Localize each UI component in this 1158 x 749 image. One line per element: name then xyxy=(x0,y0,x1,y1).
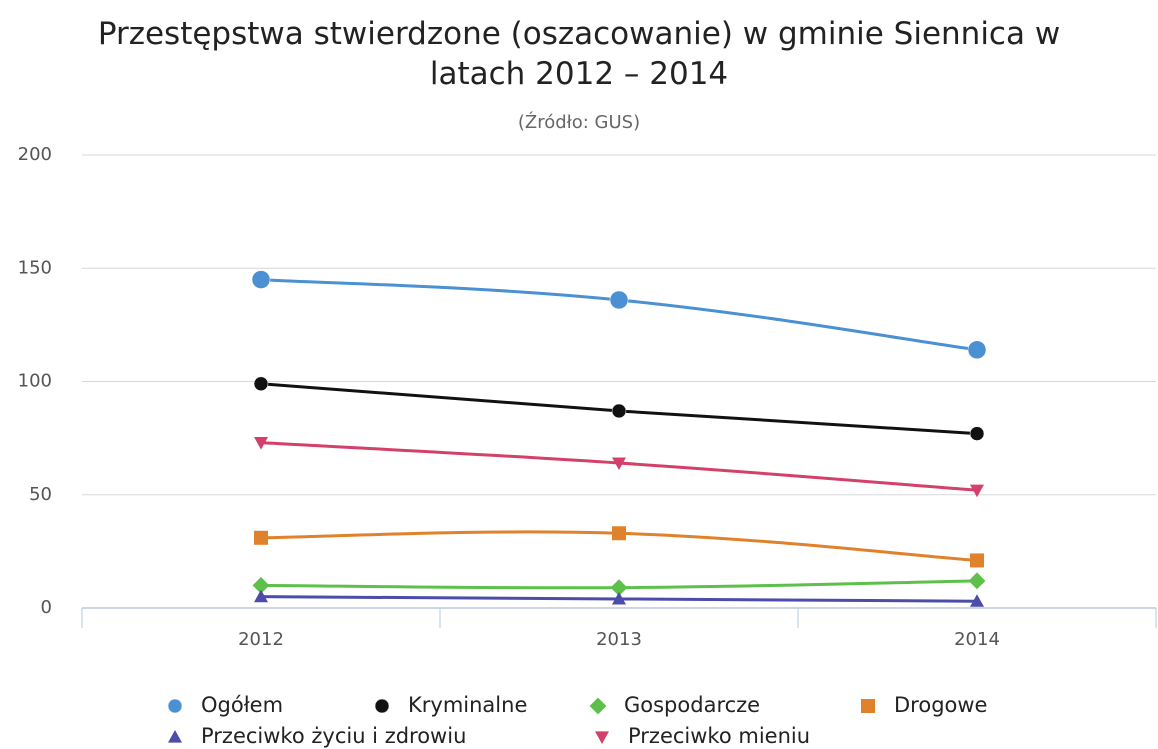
point xyxy=(252,576,270,594)
legend-symbol xyxy=(167,698,183,714)
point xyxy=(970,484,984,498)
point xyxy=(254,530,268,545)
y-tick-label: 100 xyxy=(18,371,52,392)
x-tick-label: 2012 xyxy=(238,629,284,650)
x-tick-label: 2013 xyxy=(596,629,642,650)
chart-subtitle: (Źródło: GUS) xyxy=(518,111,640,133)
y-tick-label: 150 xyxy=(18,257,52,278)
legend-label: Ogółem xyxy=(201,693,283,717)
point xyxy=(967,340,987,360)
point xyxy=(251,270,271,289)
legend-symbol xyxy=(168,730,182,743)
legend-label: Kryminalne xyxy=(408,693,527,717)
x-tick-label: 2014 xyxy=(954,629,1000,650)
point xyxy=(612,457,626,471)
legend-label: Przeciwko mieniu xyxy=(628,724,810,748)
point xyxy=(611,403,627,419)
y-tick-label: 0 xyxy=(41,597,52,618)
point xyxy=(253,376,269,392)
legend-label: Gospodarcze xyxy=(624,693,760,717)
point xyxy=(610,579,628,597)
y-tick-label: 50 xyxy=(29,484,52,505)
point xyxy=(970,594,984,607)
point xyxy=(969,426,985,441)
legend-label: Przeciwko życiu i zdrowiu xyxy=(201,724,466,748)
legend-symbol xyxy=(374,698,390,714)
legend-label: Drogowe xyxy=(894,693,987,717)
point xyxy=(609,290,629,310)
point xyxy=(254,589,268,603)
legend-symbol xyxy=(589,697,607,715)
point xyxy=(254,437,268,450)
point xyxy=(970,553,984,568)
chart-title: Przestępstwa stwierdzone (oszacowanie) w… xyxy=(97,16,1061,92)
point xyxy=(612,526,626,541)
series-line xyxy=(260,278,978,352)
legend-symbol xyxy=(595,731,609,744)
y-tick-label: 200 xyxy=(18,144,52,165)
point xyxy=(612,591,626,605)
legend-symbol xyxy=(861,699,875,713)
point xyxy=(968,572,986,590)
